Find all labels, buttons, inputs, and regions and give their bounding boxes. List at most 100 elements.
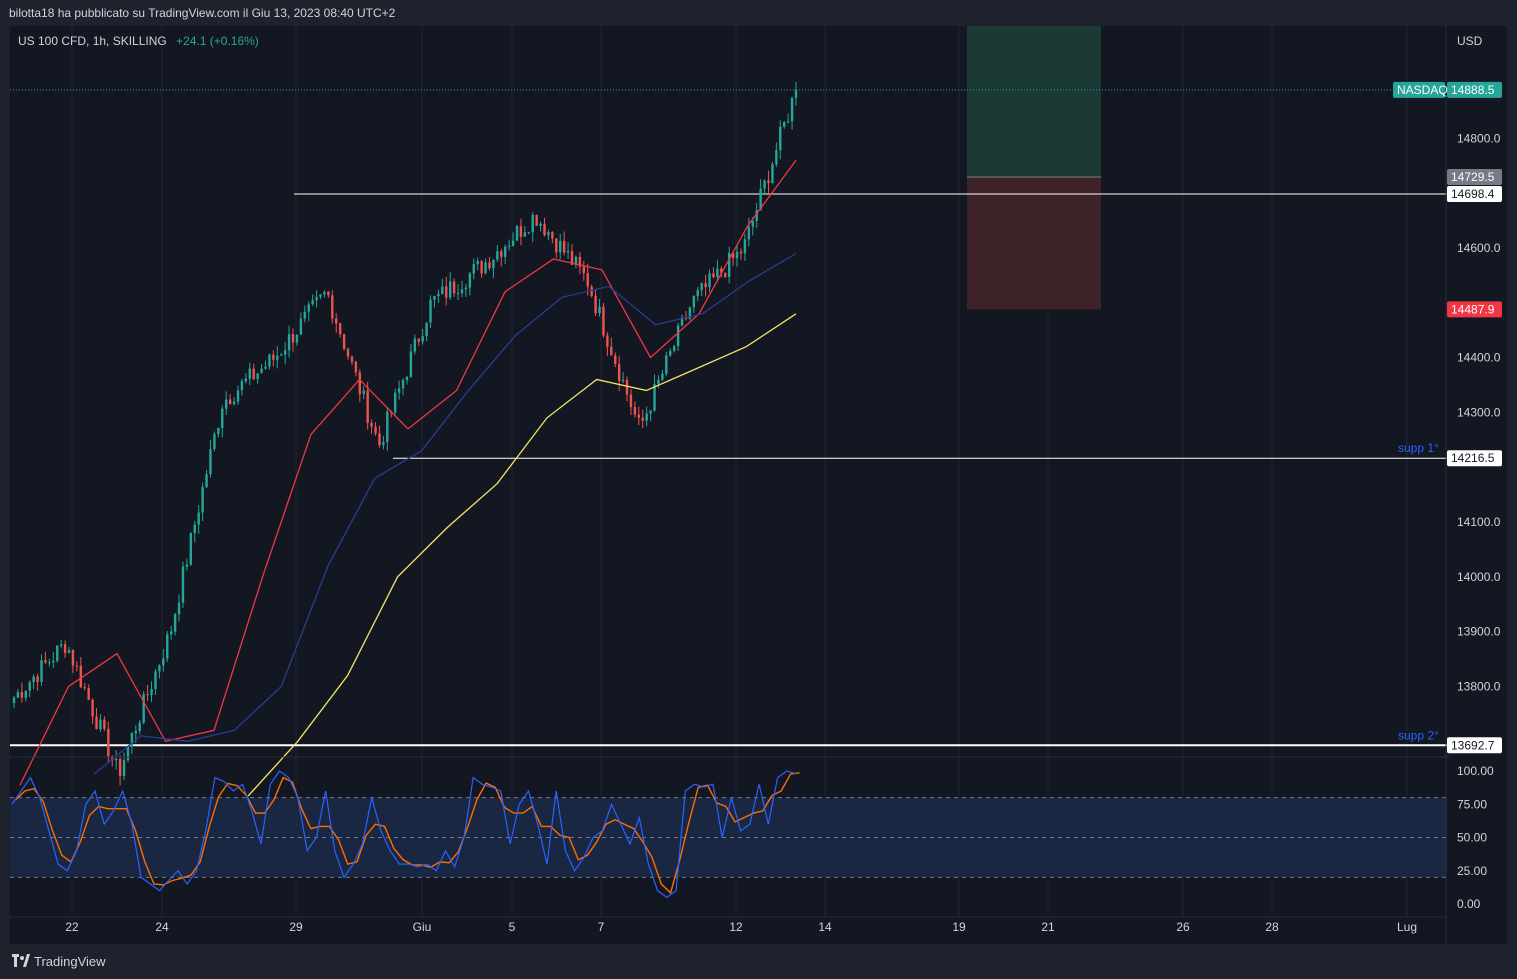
candle-body-65: [268, 354, 271, 367]
candle-body-176: [704, 283, 707, 288]
candle-body-35: [150, 689, 153, 696]
candle-body-50: [209, 449, 212, 475]
candle-body-89: [362, 390, 365, 395]
chart-canvas[interactable]: supp 1° supp 2° USD 14800.0 14600.0 14400.0 14…: [10, 26, 1507, 944]
candle-body-133: [535, 214, 538, 226]
candle-body-170: [680, 317, 684, 326]
price-tag-bg-5: [1447, 737, 1502, 754]
candle-body-24: [107, 728, 110, 758]
candle-body-100: [405, 376, 409, 381]
candle-body-167: [669, 350, 672, 356]
candle-body-137: [551, 232, 554, 239]
candle-body-105: [425, 322, 428, 337]
candle-body-86: [350, 356, 354, 362]
candle-body-108: [437, 293, 440, 296]
candle-body-99: [401, 380, 405, 389]
candle-body-98: [397, 388, 401, 393]
candle-body-44: [185, 564, 189, 567]
symbol-legend: US 100 CFD, 1h, SKILLING +24.1 (+0.16%): [18, 34, 259, 48]
candle-body-33: [142, 694, 145, 723]
candle-body-178: [712, 273, 715, 277]
candle-body-64: [264, 366, 267, 369]
candle-body-78: [319, 294, 322, 297]
symbol-tag: NASDAQ: [1397, 83, 1448, 97]
candle-body-116: [468, 273, 472, 288]
candle-body-187: [747, 226, 751, 240]
price-tick-label-1: 14600.0: [1457, 241, 1501, 255]
time-tick-label-11: 28: [1265, 920, 1279, 934]
candle-body-55: [228, 399, 232, 405]
candle-body-88: [358, 372, 362, 395]
price-tag-0: 14888.5: [1451, 83, 1495, 97]
candle-body-12: [59, 644, 63, 646]
candle-body-36: [154, 671, 157, 690]
candle-body-109: [441, 286, 444, 294]
stoch-d-line: [15, 772, 800, 895]
level-label-2: supp 2°: [1398, 728, 1439, 742]
footer-bar: TradingView: [0, 944, 1517, 979]
price-tag-bg-2: [1447, 186, 1502, 203]
candle-body-92: [374, 426, 377, 434]
price-tick-label-0: 14800.0: [1457, 131, 1501, 145]
price-tick-label-6: 13900.0: [1457, 625, 1501, 639]
candle-body-95: [386, 411, 389, 443]
candle-body-115: [464, 287, 468, 290]
candle-body-145: [582, 266, 585, 274]
candle-body-173: [692, 296, 696, 308]
brand-name[interactable]: TradingView: [34, 954, 106, 969]
candle-body-161: [645, 413, 648, 421]
candle-body-83: [338, 323, 342, 335]
candle-body-62: [256, 373, 259, 380]
candle-body-81: [331, 295, 334, 319]
candle-body-175: [700, 283, 703, 291]
candle-body-128: [515, 226, 519, 241]
candle-body-51: [213, 433, 216, 450]
candle-body-34: [146, 694, 149, 696]
candle-body-77: [315, 296, 318, 301]
candle-body-91: [370, 422, 373, 427]
candle-body-38: [162, 658, 165, 666]
candle-body-131: [527, 232, 530, 234]
candle-body-58: [240, 381, 244, 391]
candle-body-90: [366, 390, 369, 423]
price-tick-label-5: 14000.0: [1457, 570, 1501, 584]
candle-body-162: [649, 410, 652, 414]
candle-body-130: [523, 232, 527, 237]
candle-body-180: [720, 268, 723, 273]
candle-body-101: [409, 351, 413, 377]
candle-body-127: [511, 240, 515, 246]
moving-average-2: [247, 313, 797, 797]
candle-body-166: [665, 355, 668, 374]
candle-body-147: [590, 286, 593, 296]
stoch-tick-label-4: 0.00: [1457, 897, 1481, 911]
candle-body-138: [555, 238, 558, 253]
price-change: +24.1 (+0.16%): [176, 34, 259, 48]
chart-frame[interactable]: supp 1° supp 2° USD 14800.0 14600.0 14400.0 14…: [10, 26, 1507, 944]
candle-body-21: [95, 716, 98, 730]
candle-body-110: [445, 286, 448, 298]
price-tag-5: 13692.7: [1451, 738, 1495, 752]
time-tick-label-9: 21: [1041, 920, 1055, 934]
candle-body-40: [169, 631, 173, 635]
tradingview-logo-icon[interactable]: [12, 954, 30, 968]
candle-body-80: [327, 291, 330, 296]
candle-body-59: [244, 378, 248, 382]
candle-body-199: [794, 89, 798, 98]
stoch-k-line: [11, 770, 797, 899]
price-tick-label-2: 14400.0: [1457, 351, 1501, 365]
candle-body-14: [67, 649, 71, 654]
candle-body-17: [79, 665, 83, 688]
candle-body-67: [276, 355, 279, 360]
candle-body-140: [562, 240, 566, 253]
candle-body-75: [307, 304, 310, 312]
candle-body-181: [724, 272, 727, 277]
candle-body-43: [181, 566, 185, 603]
stoch-tick-label-1: 75.00: [1457, 797, 1487, 811]
candle-body-159: [637, 414, 641, 418]
candle-body-28: [122, 760, 126, 776]
level-label-1: supp 1°: [1398, 441, 1439, 455]
candle-body-60: [248, 368, 251, 379]
target-zone: [967, 26, 1101, 178]
stop-zone: [967, 177, 1101, 310]
candle-body-11: [56, 645, 59, 661]
